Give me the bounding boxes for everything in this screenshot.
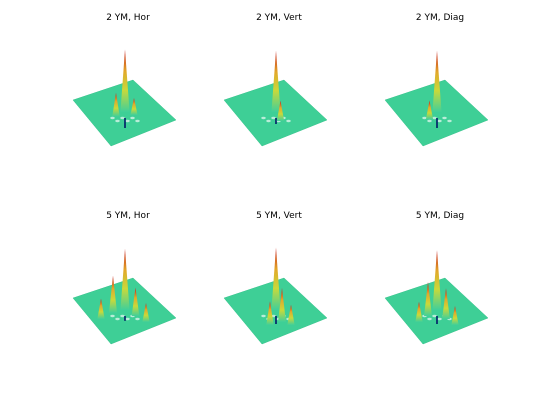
surface-ripple <box>437 317 442 321</box>
surface-ripple <box>261 314 266 318</box>
panel-2ym-vert: 2 YM, Vert <box>204 12 354 172</box>
surface-ripple <box>110 314 115 318</box>
surface-ripple <box>266 119 271 123</box>
panel-title: 2 YM, Hor <box>106 13 150 23</box>
panel-title: 2 YM, Diag <box>415 13 465 23</box>
surface-peak <box>442 288 450 319</box>
panel-5ym-diag: 5 YM, Diag <box>365 210 515 370</box>
surface-peak <box>271 247 281 310</box>
surface-ripple <box>447 119 452 123</box>
surface-plot <box>72 49 177 147</box>
surface-peak <box>142 302 150 322</box>
surface-ripple <box>125 317 130 321</box>
surface-ripple <box>427 119 432 123</box>
panel-title: 5 YM, Diag <box>415 211 465 221</box>
surface-peak <box>425 100 434 120</box>
surface-ripple <box>432 314 437 318</box>
surface-plane <box>72 79 177 147</box>
surface-peak <box>424 282 432 316</box>
surface-ripple <box>135 317 140 321</box>
surface-ripple <box>115 119 120 123</box>
surface-plane <box>384 277 489 345</box>
surface-ripple <box>261 116 266 120</box>
surface-peak <box>451 305 459 325</box>
panel-title: 5 YM, Vert <box>256 211 302 221</box>
surface-peak <box>120 49 130 112</box>
surface-peak <box>432 250 442 310</box>
surface-plane <box>384 79 489 147</box>
surface-peak <box>276 100 285 121</box>
panel-2ym-diag: 2 YM, Diag <box>365 12 515 172</box>
surface-peak <box>130 98 138 115</box>
surface-ripple <box>110 116 115 120</box>
panel-2ym-hor: 2 YM, Hor <box>53 12 203 172</box>
surface-ripple <box>115 317 120 321</box>
surface-ripple <box>442 116 447 120</box>
surface-peak <box>432 50 442 112</box>
panel-title: 5 YM, Hor <box>106 211 150 221</box>
surface-plot <box>72 248 177 345</box>
surface-ripple <box>427 317 432 321</box>
surface-peak <box>271 50 281 112</box>
panel-5ym-hor: 5 YM, Hor <box>53 210 203 370</box>
surface-peak <box>131 287 140 316</box>
surface-peak <box>287 304 295 325</box>
surface-plane <box>223 277 328 345</box>
surface-peak <box>97 298 105 319</box>
panel-5ym-vert: 5 YM, Vert <box>204 210 354 370</box>
panel-title: 2 YM, Vert <box>256 13 302 23</box>
surface-peak <box>266 301 274 325</box>
surface-ripple <box>120 314 125 318</box>
surface-ripple <box>432 116 437 120</box>
surface-plot <box>384 50 489 147</box>
surface-peak <box>108 275 118 313</box>
surface-ripple <box>422 116 427 120</box>
surface-ripple <box>130 116 135 120</box>
surface-peak <box>112 92 120 117</box>
surface-ripple <box>286 119 291 123</box>
surface-plane <box>223 79 328 147</box>
surface-peak <box>278 288 286 322</box>
surface-plot <box>384 250 489 345</box>
surface-peak <box>120 248 130 310</box>
surface-plot <box>223 50 328 147</box>
surface-ripple <box>135 119 140 123</box>
surface-plot <box>223 247 328 345</box>
surface-ripple <box>271 116 276 120</box>
surface-ripple <box>125 119 130 123</box>
surface-peak <box>415 301 423 322</box>
surface-ripple <box>437 119 442 123</box>
surface-ripple <box>120 116 125 120</box>
